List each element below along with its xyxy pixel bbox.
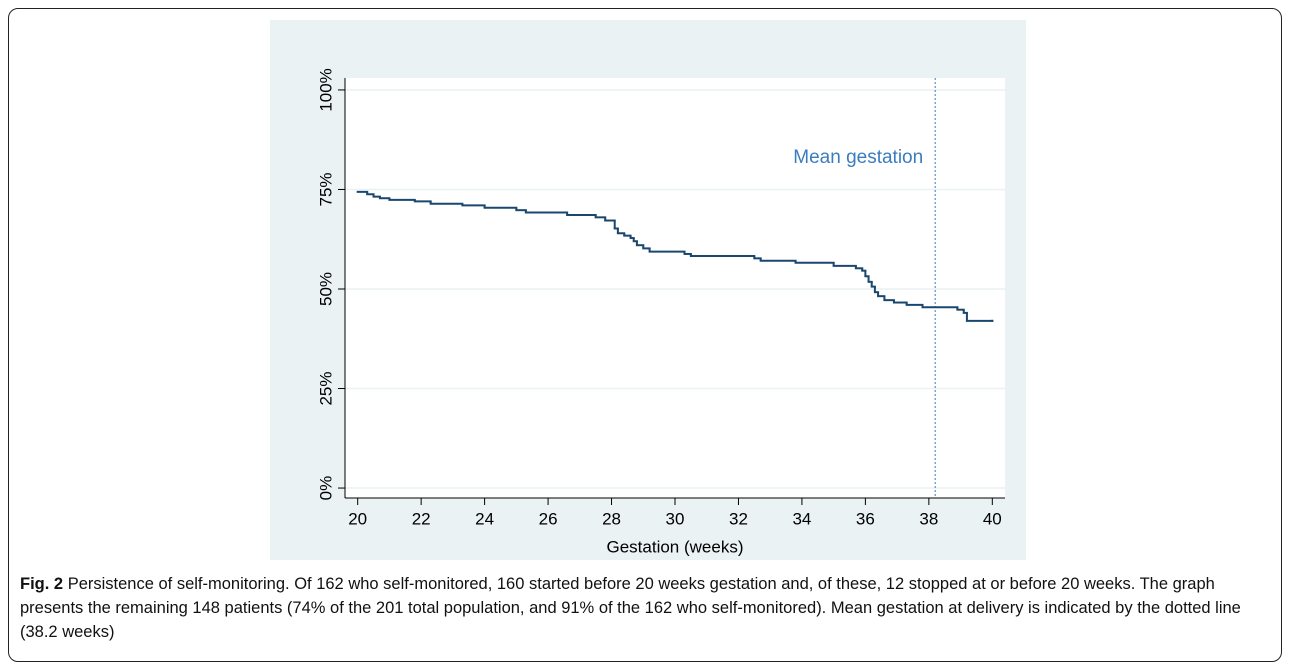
x-tick-label: 26 <box>539 509 558 528</box>
caption-text: Persistence of self-monitoring. Of 162 w… <box>20 575 1241 641</box>
x-tick-label: 22 <box>412 509 431 528</box>
x-tick-label: 40 <box>983 509 1002 528</box>
x-tick-label: 38 <box>919 509 938 528</box>
annotation-text: Mean gestation <box>793 147 923 168</box>
x-tick-label: 34 <box>792 509 811 528</box>
x-tick-label: 36 <box>856 509 875 528</box>
x-tick-label: 24 <box>475 509 494 528</box>
y-tick-label: 25% <box>316 372 335 406</box>
caption: Fig. 2 Persistence of self-monitoring. O… <box>20 572 1270 644</box>
y-tick-label: 0% <box>316 476 335 501</box>
x-tick-label: 20 <box>348 509 367 528</box>
plot-area <box>345 78 1005 498</box>
x-tick-label: 28 <box>602 509 621 528</box>
x-tick-label: 32 <box>729 509 748 528</box>
caption-label: Fig. 2 <box>20 575 64 593</box>
y-tick-label: 75% <box>316 172 335 206</box>
figure-frame <box>8 8 1282 662</box>
x-tick-label: 30 <box>666 509 685 528</box>
x-axis-label: Gestation (weeks) <box>607 537 744 556</box>
y-tick-label: 100% <box>316 68 335 111</box>
y-tick-label: 50% <box>316 272 335 306</box>
